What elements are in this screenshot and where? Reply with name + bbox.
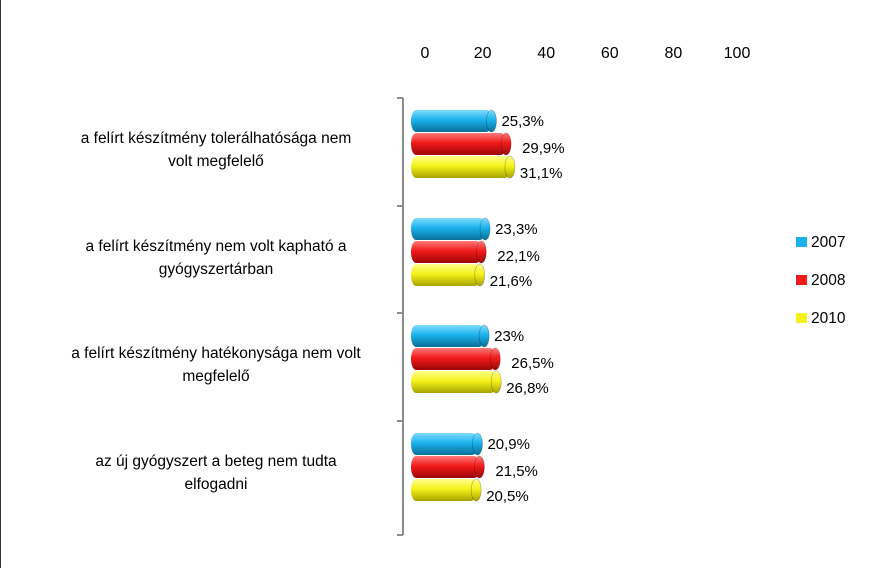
bar-2008 [411, 132, 512, 156]
bar-2010 [411, 478, 482, 502]
data-label: 25,3% [501, 113, 544, 130]
legend-label: 2007 [811, 234, 845, 251]
bar-2008 [411, 347, 501, 371]
label-layer: 25,3% 23,3% 23% 20,9% 29,9% 22,1% 26,5% 21,5% 31… [486, 113, 564, 505]
data-label: 31,1% [520, 165, 563, 182]
legend-swatch [796, 313, 807, 323]
data-label: 23% [494, 328, 524, 345]
bar-2008 [411, 240, 487, 264]
x-tick-label: 100 [724, 45, 751, 62]
category-label: a felírt készítmény nem volt kapható a gy… [85, 238, 346, 278]
data-label: 23,3% [495, 221, 538, 238]
legend-item-2007: 2007 [796, 234, 845, 251]
data-label: 26,8% [506, 380, 549, 397]
data-label: 20,5% [486, 488, 529, 505]
axis-layer: 0 20 40 60 80 100 a felírt készítmény tolerálh… [71, 45, 751, 536]
legend-swatch [796, 237, 807, 247]
legend-item-2008: 2008 [796, 272, 845, 289]
bar-2010 [411, 263, 486, 287]
data-label: 22,1% [497, 248, 540, 265]
data-label: 21,5% [495, 463, 538, 480]
category-label: a felírt készítmény tolerálhatósága nem v… [81, 130, 352, 170]
x-tick-label: 20 [474, 45, 492, 62]
data-label: 21,6% [490, 273, 533, 290]
data-label: 29,9% [522, 140, 565, 157]
bar-2010 [411, 370, 502, 394]
legend-swatch [796, 275, 807, 285]
x-tick-label: 60 [601, 45, 619, 62]
bar-2007 [411, 109, 497, 133]
category-label: a felírt készítmény hatékonysága nem vol… [71, 345, 361, 385]
legend-label: 2010 [811, 310, 846, 327]
data-label: 20,9% [487, 436, 530, 453]
bar-2010 [411, 155, 516, 179]
x-tick-label: 0 [421, 45, 430, 62]
bar-2007 [411, 324, 490, 348]
legend-item-2010: 2010 [796, 310, 846, 327]
legend-label: 2008 [811, 272, 845, 289]
category-label: az új gyógyszert a beteg nem tudta elfoga… [95, 453, 337, 493]
bar-2008 [411, 455, 485, 479]
x-tick-label: 40 [537, 45, 555, 62]
bar-2007 [411, 432, 483, 456]
bar-2007 [411, 217, 491, 241]
legend: 2007 2008 2010 [796, 234, 846, 327]
x-tick-label: 80 [665, 45, 683, 62]
bar-layer [411, 109, 516, 502]
data-label: 26,5% [511, 355, 554, 372]
